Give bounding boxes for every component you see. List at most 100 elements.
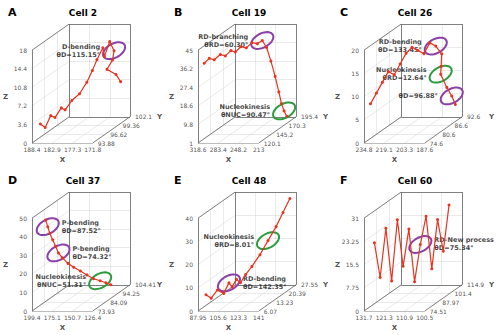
- svg-text:195.4: 195.4: [301, 113, 318, 120]
- svg-text:18.6: 18.6: [180, 102, 194, 109]
- svg-text:θRD=8.01°: θRD=8.01°: [214, 240, 254, 248]
- svg-text:92.6: 92.6: [467, 113, 481, 120]
- svg-text:14.4: 14.4: [14, 65, 28, 72]
- svg-text:RD-New process: RD-New process: [434, 236, 494, 244]
- svg-text:θNUC=90.47°: θNUC=90.47°: [221, 111, 270, 119]
- svg-text:RD-bending: RD-bending: [379, 38, 422, 46]
- svg-text:15.5: 15.5: [346, 261, 360, 268]
- svg-text:Y: Y: [322, 280, 329, 288]
- svg-text:101.4: 101.4: [455, 290, 472, 297]
- svg-text:θD=74.32°: θD=74.32°: [72, 252, 111, 260]
- svg-text:74.6: 74.6: [430, 140, 444, 147]
- svg-text:P-bending: P-bending: [72, 244, 110, 252]
- svg-text:40: 40: [185, 214, 193, 221]
- svg-text:20: 20: [19, 270, 27, 277]
- svg-text:RD-bending: RD-bending: [243, 274, 286, 282]
- svg-text:0: 0: [355, 140, 359, 147]
- svg-text:C: C: [340, 6, 348, 19]
- svg-text:99.36: 99.36: [123, 122, 140, 129]
- svg-text:10.8: 10.8: [14, 84, 28, 91]
- svg-text:20: 20: [185, 261, 193, 268]
- svg-text:102.1: 102.1: [135, 113, 152, 120]
- svg-text:6.07: 6.07: [264, 307, 278, 314]
- svg-text:131.7: 131.7: [355, 313, 372, 320]
- svg-text:θRD=60.30°: θRD=60.30°: [204, 41, 248, 49]
- svg-text:170.3: 170.3: [289, 122, 306, 129]
- svg-text:θRD=12.64°: θRD=12.64°: [383, 74, 427, 82]
- svg-text:θNUC=51.31°: θNUC=51.31°: [37, 280, 86, 288]
- svg-text:Y: Y: [322, 113, 329, 121]
- svg-text:27.4: 27.4: [180, 84, 194, 91]
- svg-text:X: X: [60, 156, 66, 164]
- svg-text:30: 30: [185, 237, 193, 244]
- svg-text:219.1: 219.1: [376, 146, 393, 153]
- svg-text:5: 5: [355, 116, 359, 123]
- svg-text:Y: Y: [156, 280, 163, 288]
- svg-text:23.25: 23.25: [342, 237, 359, 244]
- svg-text:87.95: 87.95: [189, 313, 206, 320]
- svg-text:177.3: 177.3: [64, 146, 81, 153]
- svg-text:50: 50: [19, 214, 27, 221]
- svg-text:283.4: 283.4: [210, 146, 227, 153]
- svg-text:96.62: 96.62: [110, 131, 127, 138]
- svg-text:B: B: [174, 6, 182, 19]
- svg-text:0: 0: [23, 307, 27, 314]
- svg-text:105.6: 105.6: [210, 313, 227, 320]
- svg-text:74.51: 74.51: [430, 307, 447, 314]
- svg-text:Nucleokinesis: Nucleokinesis: [36, 272, 87, 280]
- svg-text:Y: Y: [156, 113, 163, 121]
- svg-text:X: X: [60, 323, 66, 331]
- svg-text:θD=75.34°: θD=75.34°: [434, 244, 473, 252]
- svg-text:θD=142.35°: θD=142.35°: [243, 282, 287, 290]
- svg-text:104.41: 104.41: [135, 281, 156, 288]
- svg-text:45: 45: [185, 47, 193, 54]
- svg-text:175.1: 175.1: [44, 313, 61, 320]
- svg-text:10: 10: [19, 288, 27, 295]
- svg-text:145.2: 145.2: [276, 131, 293, 138]
- svg-text:0: 0: [355, 307, 359, 314]
- svg-text:θD=133.45°: θD=133.45°: [378, 46, 422, 54]
- svg-text:A: A: [8, 6, 17, 19]
- svg-text:234.8: 234.8: [355, 146, 372, 153]
- svg-text:318.6: 318.6: [189, 146, 206, 153]
- svg-text:30: 30: [19, 251, 27, 258]
- svg-text:Cell 48: Cell 48: [232, 175, 267, 185]
- svg-text:27.55: 27.55: [301, 281, 318, 288]
- svg-text:X: X: [226, 323, 232, 331]
- svg-text:188.4: 188.4: [23, 146, 40, 153]
- svg-text:36.2: 36.2: [180, 65, 194, 72]
- svg-text:213: 213: [253, 146, 265, 153]
- svg-text:Nucleokinesis: Nucleokinesis: [203, 232, 254, 240]
- svg-text:171.8: 171.8: [84, 146, 101, 153]
- svg-text:248.2: 248.2: [230, 146, 247, 153]
- svg-text:13.23: 13.23: [276, 298, 293, 305]
- svg-text:7.75: 7.75: [346, 284, 360, 291]
- svg-text:Cell 19: Cell 19: [232, 8, 267, 18]
- svg-text:Nucleokinesis: Nucleokinesis: [376, 66, 427, 74]
- svg-text:P-bending: P-bending: [62, 218, 100, 226]
- svg-text:Z: Z: [3, 93, 8, 101]
- svg-text:X: X: [226, 156, 232, 164]
- svg-text:120.1: 120.1: [264, 140, 281, 147]
- svg-text:Cell 2: Cell 2: [69, 8, 97, 18]
- svg-text:Cell 60: Cell 60: [398, 175, 433, 185]
- svg-text:126.4: 126.4: [84, 313, 101, 320]
- svg-text:Z: Z: [3, 260, 8, 268]
- svg-text:15: 15: [351, 70, 359, 77]
- svg-text:Cell 37: Cell 37: [66, 175, 101, 185]
- svg-text:9.8: 9.8: [183, 121, 193, 128]
- svg-text:20: 20: [351, 47, 359, 54]
- svg-text:150.7: 150.7: [64, 313, 81, 320]
- svg-text:Y: Y: [488, 280, 495, 288]
- svg-text:3.6: 3.6: [17, 121, 27, 128]
- svg-text:73.93: 73.93: [98, 307, 115, 314]
- svg-text:D: D: [8, 174, 17, 187]
- svg-text:1: 1: [189, 140, 193, 147]
- svg-text:θD=96.88°: θD=96.88°: [399, 92, 438, 100]
- svg-text:86.6: 86.6: [455, 122, 469, 129]
- svg-text:121.3: 121.3: [376, 313, 393, 320]
- svg-text:93.88: 93.88: [98, 140, 115, 147]
- svg-text:87.97: 87.97: [442, 298, 459, 305]
- svg-text:31: 31: [351, 214, 359, 221]
- svg-text:Z: Z: [335, 93, 340, 101]
